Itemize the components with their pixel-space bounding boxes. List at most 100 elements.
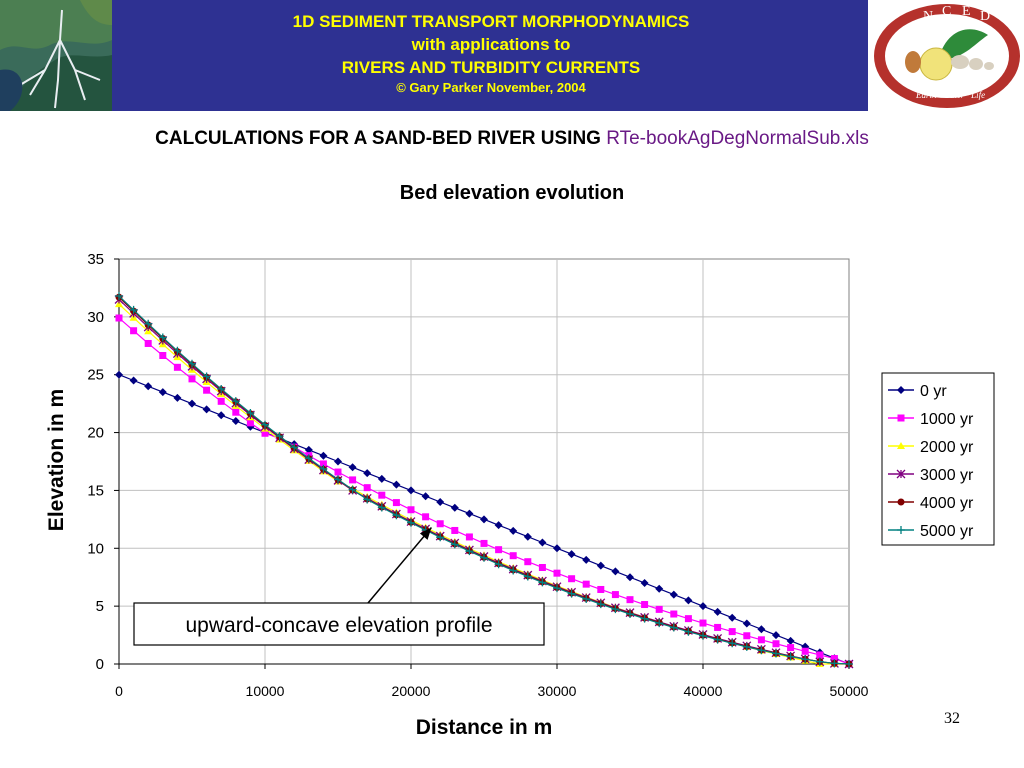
data-point (377, 503, 386, 512)
legend-marker (897, 386, 905, 394)
data-point (509, 552, 517, 560)
legend-box (881, 372, 995, 546)
data-point (699, 602, 707, 611)
data-point (377, 474, 386, 483)
data-point (626, 596, 634, 604)
slide-number: 32 (944, 710, 960, 727)
data-point (757, 646, 766, 655)
data-point (523, 532, 532, 541)
data-point (202, 405, 211, 414)
data-point (772, 640, 780, 648)
y-tick-label: 30 (87, 309, 104, 326)
data-point (611, 605, 620, 614)
spreadsheet-filename: RTe-bookAgDegNormalSub.xls (606, 128, 869, 149)
series-5000-yr (115, 292, 853, 668)
annotation-box (133, 602, 545, 646)
data-point (786, 636, 795, 645)
data-point (494, 521, 503, 530)
data-point (246, 419, 254, 427)
data-point (421, 492, 430, 501)
data-point (670, 610, 678, 618)
data-point (713, 607, 722, 616)
data-point (495, 546, 503, 554)
data-point (699, 631, 707, 640)
legend-marker (897, 442, 905, 449)
data-point (349, 476, 357, 484)
legend-entry: 1000 yr (888, 411, 974, 428)
y-tick-label: 5 (96, 598, 104, 615)
annotation-text: upward-concave elevation profile (185, 614, 492, 637)
data-point (611, 591, 619, 599)
data-point (217, 397, 225, 405)
data-point (699, 619, 707, 627)
data-point (115, 370, 123, 379)
data-point (217, 384, 226, 393)
data-point (173, 346, 182, 355)
data-point (129, 376, 138, 385)
data-point (465, 547, 474, 556)
legend-entry: 3000 yr (888, 467, 974, 484)
data-point (640, 579, 649, 587)
data-point (845, 660, 853, 668)
data-point (494, 560, 503, 569)
data-point (231, 417, 240, 425)
data-point (742, 642, 751, 651)
data-point (407, 486, 415, 495)
data-point (363, 495, 372, 504)
data-point (115, 292, 123, 301)
legend-label: 3000 yr (920, 467, 974, 484)
legend-label: 1000 yr (920, 411, 974, 428)
data-point (684, 627, 693, 636)
nced-seal-icon: N C E D Earth · Water · Life (874, 4, 1020, 108)
data-point (567, 589, 576, 598)
data-point (348, 485, 357, 494)
data-point (568, 575, 576, 583)
data-point (742, 619, 751, 628)
data-point (130, 327, 138, 335)
data-point (392, 499, 400, 507)
series-0-yr (115, 370, 853, 668)
header-banner (0, 0, 1024, 111)
data-point (757, 625, 766, 634)
data-point (202, 372, 211, 381)
data-point (407, 518, 415, 527)
data-point (451, 526, 459, 534)
data-point (144, 382, 153, 391)
data-point (392, 480, 401, 489)
data-point (319, 451, 328, 460)
data-point (436, 498, 445, 506)
legend-marker (897, 498, 905, 506)
banner-line-1: 1D SEDIMENT TRANSPORT MORPHODYNAMICS (292, 12, 690, 31)
subtitle-text: CALCULATIONS FOR A SAND-BED RIVER USING (155, 128, 607, 149)
data-point (480, 515, 488, 524)
data-point (597, 585, 605, 593)
data-point (144, 319, 153, 328)
data-point (524, 558, 532, 566)
data-point (231, 397, 240, 406)
data-point (815, 657, 824, 666)
data-point (713, 635, 722, 644)
data-point (626, 610, 634, 619)
x-tick-label: 50000 (830, 683, 869, 699)
data-point (523, 572, 532, 581)
logo-letter-e: E (962, 4, 971, 19)
y-tick-label: 25 (87, 367, 104, 384)
data-point (553, 544, 561, 553)
data-point (582, 594, 591, 603)
x-tick-label: 20000 (392, 683, 431, 699)
data-point (363, 484, 371, 492)
banner-line-2: with applications to (411, 35, 571, 54)
data-point (217, 411, 226, 420)
data-point (538, 578, 547, 587)
data-point (640, 614, 649, 623)
banner-line-3: RIVERS AND TURBIDITY CURRENTS (341, 58, 641, 77)
data-point (232, 408, 240, 416)
logo-letter-d: D (980, 9, 990, 24)
data-point (422, 513, 430, 521)
logo-letter-c: C (942, 4, 951, 19)
data-point (757, 636, 765, 644)
annotation-arrowhead (419, 527, 432, 540)
plot-area (118, 258, 850, 665)
data-point (596, 600, 605, 609)
